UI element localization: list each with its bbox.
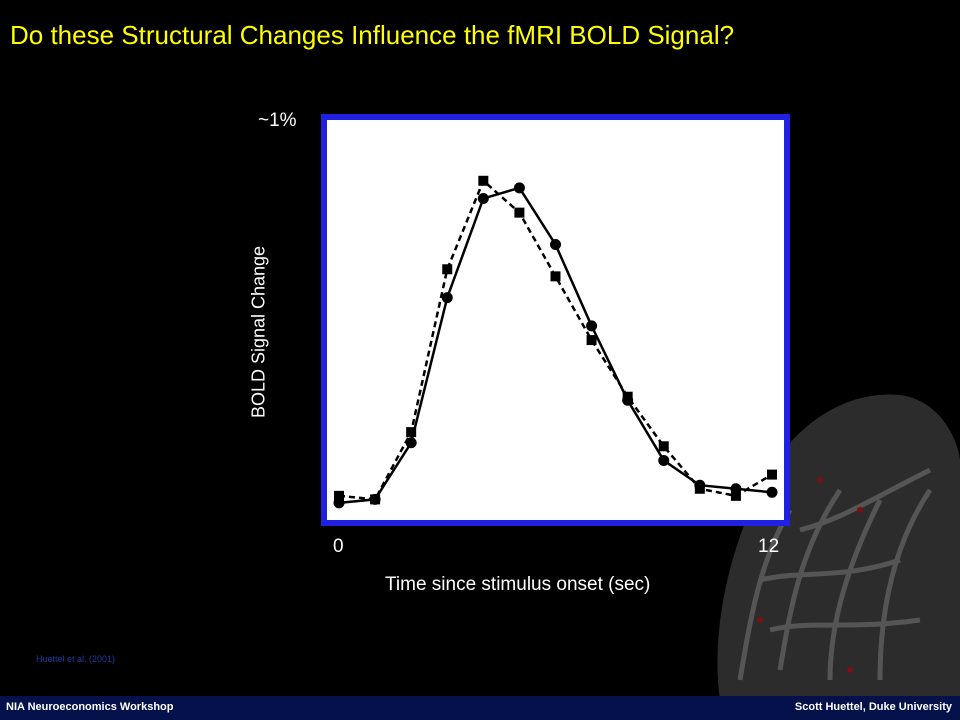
x-tick-label-start: 0 xyxy=(333,536,344,557)
slide-title: Do these Structural Changes Influence th… xyxy=(10,20,735,50)
footer-author: Scott Huettel, Duke University xyxy=(794,701,952,713)
series-1-point xyxy=(334,490,344,501)
series-1-point xyxy=(478,175,489,186)
series-0-line xyxy=(338,186,773,505)
x-tick-label-end: 12 xyxy=(758,536,780,557)
series-0-point xyxy=(513,182,525,194)
chart-frame xyxy=(321,114,790,526)
series-1-point xyxy=(586,335,597,346)
citation: Huettel et al. (2001) xyxy=(36,654,116,664)
series-0-point xyxy=(766,486,778,498)
series-0-point xyxy=(441,292,453,304)
series-0-point xyxy=(658,454,670,466)
bold-response-chart xyxy=(333,175,778,509)
series-1-point xyxy=(370,494,381,505)
series-1-point xyxy=(658,441,669,452)
series-1-point xyxy=(622,391,633,402)
footer-workshop: NIA Neuroeconomics Workshop xyxy=(6,701,174,713)
series-1-point xyxy=(694,483,705,494)
series-1-line xyxy=(338,178,773,501)
series-1-point xyxy=(514,207,525,218)
series-1-point xyxy=(550,271,561,282)
series-0-point xyxy=(550,239,561,250)
footer-bar: NIA Neuroeconomics Workshop Scott Huette… xyxy=(0,696,960,720)
series-1-point xyxy=(442,264,453,275)
series-1-point xyxy=(406,427,417,438)
series-1-point xyxy=(767,469,777,480)
x-axis-label: Time since stimulus onset (sec) xyxy=(385,574,651,595)
y-axis-label: BOLD Signal Change xyxy=(248,245,269,419)
series-0-point xyxy=(477,192,489,204)
chart-plot-area xyxy=(327,120,784,520)
series-0-point xyxy=(586,320,598,332)
series-1-point xyxy=(730,490,741,501)
series-0-point xyxy=(405,437,417,449)
y-top-label: ~1% xyxy=(258,110,297,131)
